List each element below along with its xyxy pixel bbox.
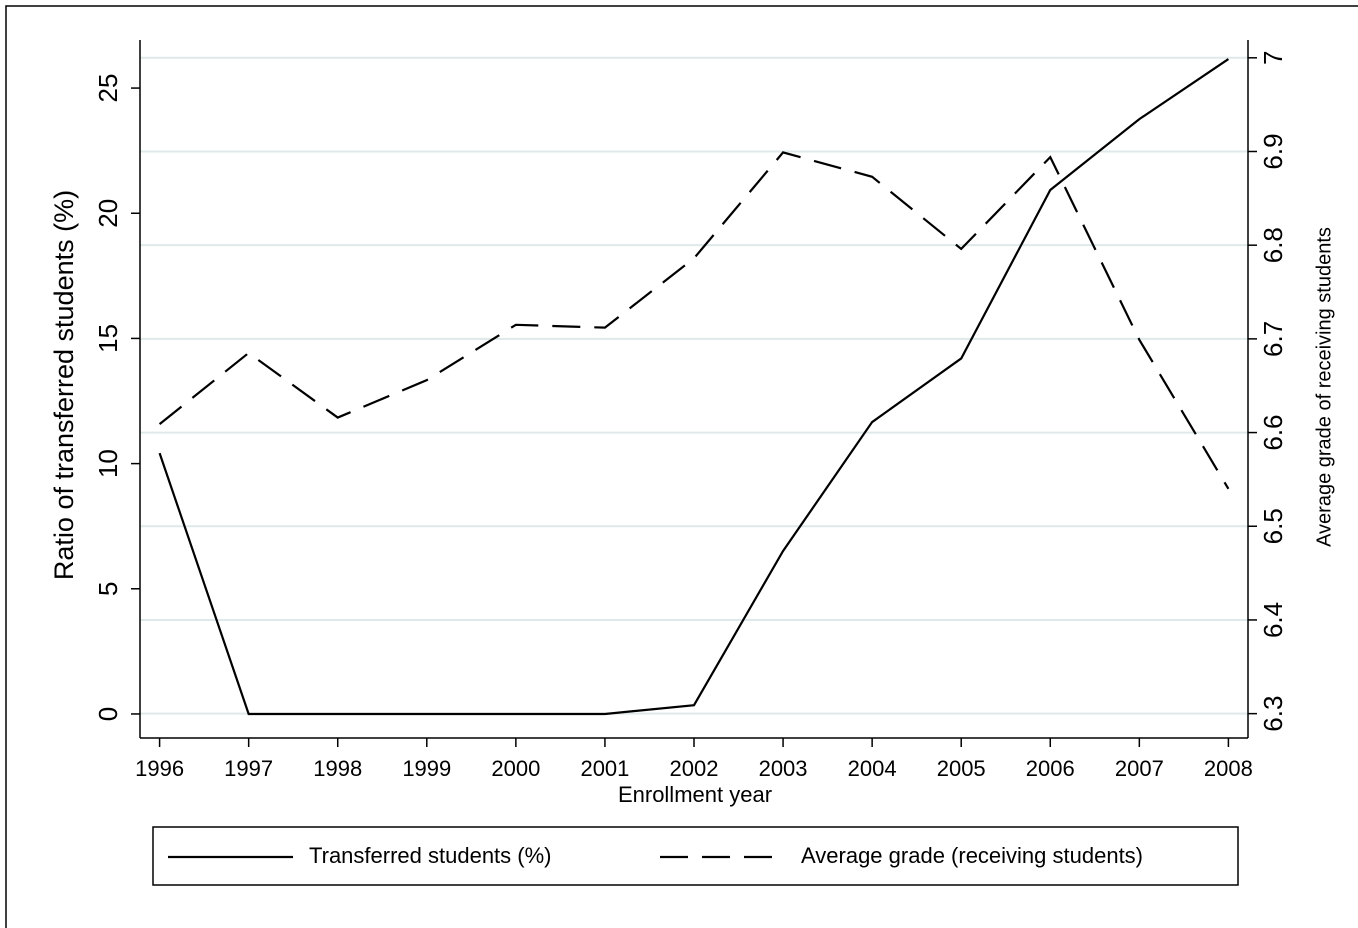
y2-tick-label: 7 xyxy=(1258,51,1288,65)
x-tick-label: 2007 xyxy=(1115,756,1164,781)
y-tick-label: 10 xyxy=(93,449,123,478)
y2-tick-label: 6.4 xyxy=(1258,602,1288,638)
y2-tick-label: 6.9 xyxy=(1258,133,1288,169)
x-tick-label: 2005 xyxy=(937,756,986,781)
x-tick-label: 2003 xyxy=(759,756,808,781)
x-tick-label: 1999 xyxy=(402,756,451,781)
x-tick-label: 1996 xyxy=(135,756,184,781)
x-tick-label: 2001 xyxy=(580,756,629,781)
y-tick-label: 25 xyxy=(93,74,123,103)
y2-tick-label: 6.6 xyxy=(1258,414,1288,450)
legend-label: Average grade (receiving students) xyxy=(801,843,1143,868)
frame xyxy=(5,5,1358,928)
x-tick-label: 2006 xyxy=(1026,756,1075,781)
y-tick-label: 20 xyxy=(93,199,123,228)
x-axis-title: Enrollment year xyxy=(618,782,772,807)
line-series xyxy=(158,58,1230,716)
y-tick-label: 5 xyxy=(93,582,123,596)
y-tick-label: 0 xyxy=(93,707,123,721)
x-tick-label: 1997 xyxy=(224,756,273,781)
y2-tick-label: 6.3 xyxy=(1258,696,1288,732)
legend-box xyxy=(152,826,1239,886)
x-tick-label: 2002 xyxy=(670,756,719,781)
y2-tick-label: 6.8 xyxy=(1258,227,1288,263)
x-tick-label: 2004 xyxy=(848,756,897,781)
y-tick-label: 15 xyxy=(93,324,123,353)
y2-tick-label: 6.7 xyxy=(1258,321,1288,357)
line-series xyxy=(158,151,1230,490)
legend-label: Transferred students (%) xyxy=(309,843,552,868)
y2-tick-label: 6.5 xyxy=(1258,508,1288,544)
x-tick-label: 2008 xyxy=(1204,756,1253,781)
y2-axis-title: Average grade of receiving students xyxy=(1313,227,1335,547)
x-tick-label: 2000 xyxy=(491,756,540,781)
y-axis-title: Ratio of transferred students (%) xyxy=(49,190,79,580)
x-tick-label: 1998 xyxy=(313,756,362,781)
